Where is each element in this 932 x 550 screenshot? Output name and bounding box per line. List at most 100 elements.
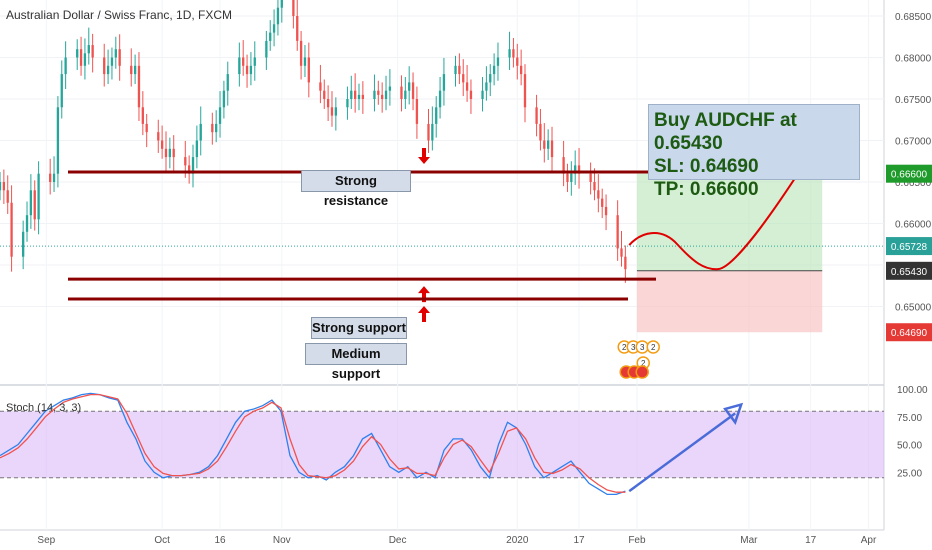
candle-body [110, 57, 114, 66]
stop-loss-zone [636, 270, 823, 333]
candle-body [118, 49, 121, 66]
stoch-tick-label: 25.00 [897, 468, 922, 479]
stoch-trend-arrowhead [723, 402, 744, 425]
time-tick-label: Nov [273, 535, 291, 546]
current-price-badge: 0.65728 [886, 237, 932, 256]
candle-body [489, 74, 492, 83]
candle-body [199, 123, 202, 141]
candle-body [307, 57, 310, 83]
candle-body [381, 94, 384, 99]
candle-body [438, 90, 442, 108]
candle-body [330, 107, 334, 116]
candle-body [357, 94, 361, 99]
candle-body [481, 90, 484, 99]
candle-body [25, 215, 29, 232]
candle-body [145, 123, 148, 133]
label-strong-support: Strong support [311, 317, 407, 339]
candle-body [249, 65, 253, 75]
current-price-badge-bg [886, 237, 932, 256]
candle-body [454, 65, 457, 75]
entry-price-badge: 0.65430 [886, 261, 932, 280]
candle-body [604, 206, 608, 216]
candle-body [253, 57, 256, 66]
candle-body [469, 90, 473, 99]
chart-title: Australian Dollar / Swiss Franc, 1D, FXC… [6, 8, 232, 22]
event-marks: 2 3 3 22 [617, 340, 660, 379]
entry-price-badge-bg [886, 261, 932, 280]
candle-body [280, 0, 283, 8]
current-price-badge-label: 0.65728 [891, 242, 928, 253]
candle-body [574, 165, 577, 174]
candle-body [373, 90, 376, 99]
event-mark: 3 [635, 340, 649, 354]
candle-body [168, 148, 172, 158]
label-strong-resistance: Strong resistance [301, 170, 411, 208]
candle-body [431, 123, 434, 141]
time-tick-label: Feb [628, 535, 646, 546]
candle-body [570, 173, 573, 182]
stoch-tick-label: 50.00 [897, 441, 922, 452]
candle-body [184, 157, 187, 166]
candle-body [215, 123, 218, 133]
candle-body [222, 90, 226, 108]
candle-body [616, 215, 619, 249]
sl-price-badge: 0.64690 [886, 323, 932, 342]
candle-body [133, 65, 137, 75]
candle-body [0, 182, 2, 191]
candle-body [106, 65, 110, 75]
candle-body [164, 148, 168, 158]
time-tick-label: 16 [214, 535, 226, 546]
take-profit-zone [636, 173, 823, 271]
candle-body [37, 173, 40, 220]
strong-resistance-arrow [418, 148, 430, 165]
time-tick-label: Mar [740, 535, 758, 546]
strong-support-arrow [418, 286, 430, 303]
candle-body [33, 190, 36, 220]
candle-body [519, 65, 523, 75]
entry-price-badge-label: 0.65430 [891, 267, 928, 278]
candle-body [292, 0, 295, 17]
trade-note-sl: SL: 0.64690 [654, 156, 759, 177]
candle-body [195, 140, 199, 158]
stoch-tick-label: 75.00 [897, 413, 922, 424]
candle-body [299, 40, 303, 66]
candle-body [64, 57, 67, 75]
candle-body [593, 182, 596, 191]
candle-body [566, 173, 569, 182]
candle-body [601, 198, 604, 207]
candle-body [218, 107, 222, 124]
event-mark-label: 3 [631, 343, 636, 352]
candle-body [160, 140, 164, 149]
candle-body [388, 86, 392, 91]
candle-body [546, 140, 550, 149]
trade-note: Buy AUDCHF at 0.65430 SL: 0.64690 TP: 0.… [648, 104, 860, 200]
candle-body [103, 57, 106, 75]
candle-body [508, 49, 511, 58]
event-mark-red [635, 365, 649, 379]
candle-body [435, 107, 438, 124]
candle-body [404, 90, 407, 99]
candle-body [408, 82, 411, 91]
candle-body [172, 148, 175, 158]
candle-body [49, 173, 52, 182]
price-axis: 0.68500 0.68000 0.67500 0.67000 0.66500 0.660… [886, 12, 932, 479]
candle-body [245, 65, 249, 75]
candle-body [137, 65, 141, 108]
event-mark-label: 2 [641, 359, 646, 368]
candle-body [87, 45, 90, 54]
event-mark-label: 3 [640, 343, 645, 352]
candle-body [52, 173, 56, 182]
candle-body [326, 99, 330, 108]
candle-body [56, 107, 60, 174]
candle-body [589, 173, 592, 182]
candle-body [60, 74, 63, 108]
candle-body [242, 57, 245, 66]
event-mark-label: 2 [622, 343, 627, 352]
candle-body [141, 107, 144, 124]
candle-body [157, 132, 160, 141]
event-mark-ring [646, 340, 660, 354]
candle-body [597, 190, 600, 199]
candle-body [539, 123, 542, 141]
time-tick-label: Dec [389, 535, 407, 546]
